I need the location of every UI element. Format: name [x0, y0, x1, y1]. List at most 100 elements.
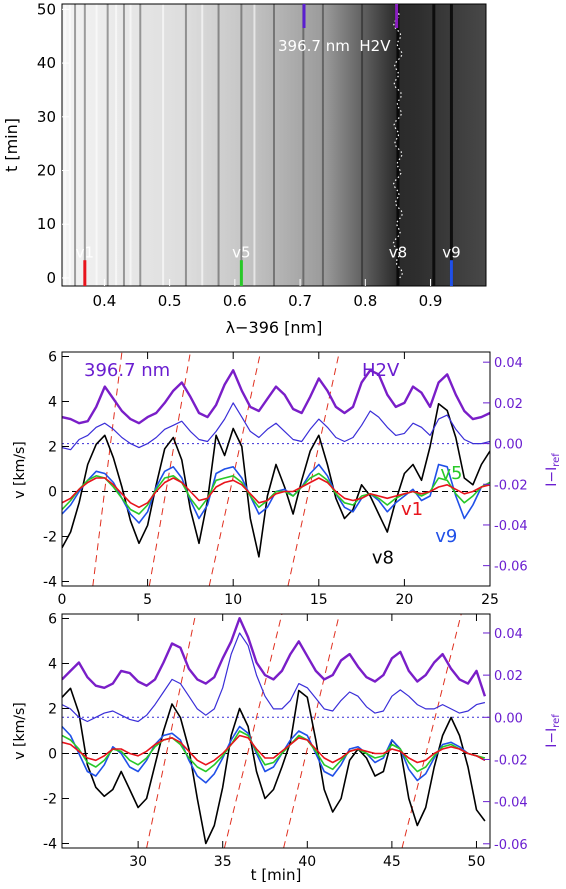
top-marker-1: [395, 4, 399, 28]
y-axis-label: t [min]: [2, 118, 21, 172]
y2-tick-label: 0.00: [494, 711, 523, 726]
x-tick-label: 25: [481, 592, 499, 608]
y-tick-label: 6: [48, 612, 57, 628]
series-v8: [62, 687, 486, 845]
spectrum-image: [62, 4, 486, 286]
marker-label-v9: v9: [442, 244, 460, 262]
y-tick-label: 50: [37, 0, 56, 18]
y-tick-label: 20: [37, 162, 56, 180]
spectrum-top-label: 396.7 nm H2V: [278, 37, 391, 55]
series-396-7-nm: [62, 402, 490, 451]
marker-v5: [239, 260, 243, 286]
y2-axis-label-sub: ref: [551, 714, 562, 728]
marker-label-v8: v8: [389, 244, 407, 262]
y2-tick-label: -0.06: [494, 838, 528, 853]
marker-v1: [83, 260, 87, 286]
y2-tick-label: -0.02: [494, 478, 528, 493]
propagation-line: [287, 352, 340, 586]
propagation-line: [401, 614, 462, 848]
propagation-line: [223, 614, 283, 848]
x-tick-label: 0.4: [92, 292, 116, 310]
y-tick-label: 0: [48, 747, 57, 763]
series-label-v5: v5: [440, 463, 462, 484]
y2-tick-label: 0.02: [494, 397, 523, 412]
series-h2v: [62, 369, 490, 425]
y2-tick-label: 0.04: [494, 627, 523, 642]
x-tick-label: 20: [395, 592, 413, 608]
spectrum-frame: [61, 3, 487, 287]
x-tick-label: 5: [143, 592, 152, 608]
y2-axis-label: I−Iref: [544, 453, 562, 487]
y-tick-label: 4: [48, 657, 57, 673]
y2-axis-label-sub: ref: [551, 453, 562, 467]
series-label-v8: v8: [372, 548, 394, 569]
line-core-trace: [392, 9, 404, 279]
x-tick-label: 30: [129, 854, 147, 870]
series-h2v: [62, 617, 487, 697]
y-tick-label: 40: [37, 54, 56, 72]
y2-tick-label: -0.06: [494, 560, 528, 575]
series-label-v1: v1: [401, 499, 423, 520]
y-axis-label: v [km/s]: [12, 702, 28, 759]
series-label-396-7: 396.7 nm: [84, 360, 170, 381]
y-axis-label: v [km/s]: [12, 441, 28, 498]
series-v5: [62, 730, 486, 773]
marker-label-v5: v5: [232, 244, 250, 262]
propagation-line: [148, 352, 191, 586]
propagation-line: [283, 614, 340, 848]
y2-tick-label: 0.00: [494, 438, 523, 453]
marker-v9: [449, 260, 453, 286]
series-v5: [62, 472, 490, 515]
x-tick-label: 0.5: [158, 292, 182, 310]
velocity-panel-bottom: 30 35 40 45 50 -4 -2 0 2 4 6 -0.06 -0.04 -0.02 0.00 0.0…: [12, 612, 562, 885]
y-tick-label: -2: [43, 530, 57, 546]
y-tick-label: 2: [48, 440, 57, 456]
y2-tick-label: -0.02: [494, 753, 528, 768]
series-label-h2v: H2V: [362, 360, 400, 381]
y2-tick-label: -0.04: [494, 796, 528, 811]
series-v1: [62, 477, 490, 509]
x-tick-label: 0: [58, 592, 67, 608]
y-tick-label: 4: [48, 395, 57, 411]
x-tick-label: 0.6: [223, 292, 247, 310]
y-tick-label: -4: [43, 575, 57, 591]
propagation-line: [208, 352, 262, 586]
velocity-panel-top: 0 5 10 15 20 25 -4 -2 0 2 4 6 -0.06 -0.04 -0.02 0.00 0.0…: [12, 350, 562, 609]
x-tick-label: 0.8: [353, 292, 377, 310]
y2-tick-label: -0.04: [494, 519, 528, 534]
propagation-line: [146, 614, 197, 848]
marker-label-v1: v1: [76, 244, 94, 262]
y-tick-label: 6: [48, 350, 57, 366]
y-tick-label: 0: [46, 269, 56, 287]
y2-axis-label: I−Iref: [544, 714, 562, 748]
y-tick-label: 30: [37, 108, 56, 126]
y-tick-label: 10: [37, 215, 56, 233]
x-tick-label: 10: [224, 592, 242, 608]
x-tick-label: 35: [214, 854, 232, 870]
spectrum-time-panel: 0.4 0.5 0.6 0.7 0.8 0.9 0 10 20 30 40 50 v1 v5 v8 v9 39…: [2, 0, 487, 337]
panel-border: [61, 351, 491, 587]
series-v8: [62, 402, 490, 558]
y-tick-label: 2: [48, 702, 57, 718]
x-tick-label: 45: [383, 854, 401, 870]
series-label-v9: v9: [435, 526, 457, 547]
x-tick-label: 0.7: [288, 292, 312, 310]
panel-border: [61, 613, 491, 849]
x-tick-label: 0.9: [419, 292, 443, 310]
x-axis-label: t [min]: [251, 866, 302, 884]
series-v1: [62, 734, 486, 766]
top-marker-0: [302, 4, 306, 28]
propagation-line: [92, 352, 123, 586]
x-axis-label: λ−396 [nm]: [226, 318, 323, 337]
y-tick-label: 0: [48, 485, 57, 501]
y2-tick-label: 0.02: [494, 669, 523, 684]
series-396-7-nm: [62, 632, 486, 723]
x-tick-label: 40: [298, 854, 316, 870]
y-tick-label: -4: [43, 837, 57, 853]
y2-tick-label: 0.04: [494, 356, 523, 371]
x-tick-label: 15: [310, 592, 328, 608]
y-tick-label: -2: [43, 792, 57, 808]
x-tick-label: 50: [468, 854, 486, 870]
series-v9: [62, 725, 486, 784]
